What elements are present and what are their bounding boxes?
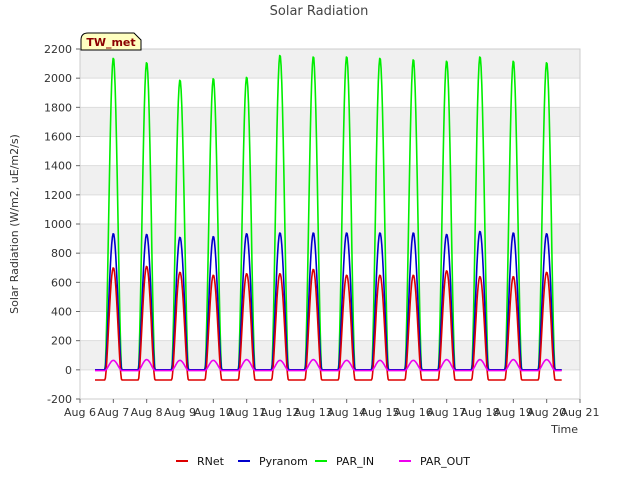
plot-band — [80, 224, 580, 254]
series-line-pyranom — [94, 230, 562, 371]
x-tick-label: Aug 9 — [164, 406, 196, 419]
x-tick-label: Aug 14 — [327, 406, 366, 419]
station-label-box: TW_met — [80, 32, 142, 51]
y-tick-label: -200 — [47, 393, 72, 406]
chart-title: Solar Radiation — [270, 4, 369, 19]
series-line-rnet — [94, 265, 562, 381]
legend-label: RNet — [197, 455, 225, 468]
y-tick-label: 1400 — [44, 160, 72, 173]
plot-band — [80, 282, 580, 312]
legend-label: PAR_OUT — [420, 455, 470, 468]
y-tick-label: 200 — [51, 335, 72, 348]
x-tick-label: Aug 13 — [294, 406, 333, 419]
series-layer — [94, 54, 562, 381]
legend-label: PAR_IN — [336, 455, 374, 468]
plot-band — [80, 340, 580, 370]
plot-band — [80, 49, 580, 79]
station-label: TW_met — [86, 36, 135, 49]
plot-band — [80, 311, 580, 341]
x-axis-title: Time — [550, 423, 578, 436]
x-tick-label: Aug 12 — [261, 406, 300, 419]
x-tick-label: Aug 11 — [227, 406, 266, 419]
y-axis-title: Solar Radiation (W/m2, uE/m2/s) — [8, 134, 21, 314]
y-tick-label: 800 — [51, 247, 72, 260]
legend: RNet Pyranom PAR_IN PAR_OUT — [176, 455, 470, 468]
y-tick-label: 0 — [65, 364, 72, 377]
x-tick-label: Aug 16 — [394, 406, 433, 419]
plot-band — [80, 165, 580, 195]
x-tick-label: Aug 17 — [427, 406, 466, 419]
series-line-par-out — [94, 358, 562, 372]
legend-label: Pyranom — [259, 455, 308, 468]
plot-band — [80, 253, 580, 283]
plot-band — [80, 136, 580, 166]
x-tick-label: Aug 15 — [361, 406, 400, 419]
x-tick-label: Aug 20 — [527, 406, 566, 419]
y-tick-label: 1600 — [44, 131, 72, 144]
y-tick-label: 600 — [51, 276, 72, 289]
y-axis-ticks: -200 0 200 400 600 800 1000 1200 1400 1600 1800 200… — [44, 43, 80, 406]
plot-band — [80, 194, 580, 224]
y-tick-label: 2000 — [44, 72, 72, 85]
x-tick-label: Aug 10 — [194, 406, 233, 419]
y-tick-label: 1000 — [44, 218, 72, 231]
x-tick-label: Aug 19 — [494, 406, 533, 419]
y-tick-label: 400 — [51, 306, 72, 319]
x-tick-label: Aug 18 — [461, 406, 500, 419]
x-tick-label: Aug 6 — [64, 406, 96, 419]
plot-band — [80, 78, 580, 108]
plot-band — [80, 369, 580, 399]
x-tick-label: Aug 8 — [131, 406, 163, 419]
y-tick-label: 1200 — [44, 189, 72, 202]
plot-band — [80, 107, 580, 137]
y-tick-label: 1800 — [44, 101, 72, 114]
y-tick-label: 2200 — [44, 43, 72, 56]
x-tick-label: Aug 21 — [561, 406, 600, 419]
x-tick-label: Aug 7 — [97, 406, 129, 419]
